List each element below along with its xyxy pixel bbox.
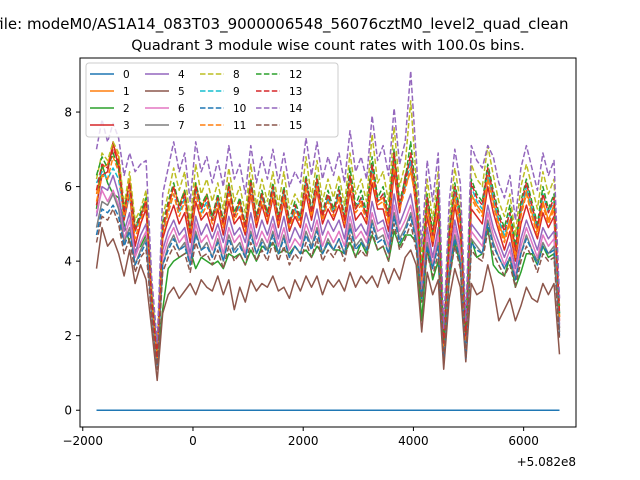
- series-line-5: [95, 226, 561, 382]
- legend-frame: [85, 62, 339, 138]
- legend-label-2: 2: [123, 103, 130, 115]
- x-offset-label: +5.082e8: [517, 455, 576, 469]
- legend-label-14: 14: [289, 103, 303, 115]
- plot-frame: [79, 57, 577, 428]
- y-tick-label: 0: [64, 404, 72, 418]
- x-tick-label: 6000: [508, 434, 539, 448]
- legend-label-11: 11: [233, 120, 246, 132]
- series-line-8: [95, 100, 561, 352]
- legend-label-3: 3: [123, 120, 130, 132]
- x-tick-label: 4000: [398, 434, 429, 448]
- legend-label-8: 8: [233, 69, 240, 81]
- legend-label-7: 7: [178, 120, 185, 132]
- legend-label-6: 6: [178, 103, 185, 115]
- x-tick-label: −2000: [62, 434, 103, 448]
- series-line-6: [95, 189, 561, 367]
- x-tick-label: 0: [189, 434, 197, 448]
- suptitle: n file: modeM0/AS1A14_083T03_9000006548_…: [0, 15, 569, 34]
- legend-label-13: 13: [289, 86, 302, 98]
- y-tick-label: 4: [64, 255, 72, 269]
- legend-label-0: 0: [123, 69, 130, 81]
- legend-label-4: 4: [178, 69, 185, 81]
- series-line-4: [95, 174, 561, 363]
- series-line-11: [95, 156, 561, 359]
- series-line-10: [95, 204, 561, 367]
- series-line-14: [95, 70, 561, 344]
- series-lines: [95, 70, 561, 411]
- y-tick-label: 2: [64, 329, 72, 343]
- chart-title: Quadrant 3 module wise count rates with …: [131, 38, 525, 54]
- series-line-15: [95, 208, 561, 370]
- legend-label-5: 5: [178, 86, 185, 98]
- legend-label-10: 10: [233, 103, 246, 115]
- series-line-7: [95, 193, 561, 370]
- y-tick-label: 8: [64, 106, 72, 120]
- y-tick-label: 6: [64, 180, 72, 194]
- x-axis: −2000 0 2000 4000 6000: [62, 427, 539, 448]
- legend-label-1: 1: [123, 86, 130, 98]
- x-tick-label: 2000: [288, 434, 319, 448]
- y-axis: 0 2 4 6 8: [64, 106, 80, 418]
- series-line-3: [95, 141, 561, 359]
- legend-label-12: 12: [289, 69, 302, 81]
- legend-label-9: 9: [233, 86, 240, 98]
- legend-label-15: 15: [289, 120, 302, 132]
